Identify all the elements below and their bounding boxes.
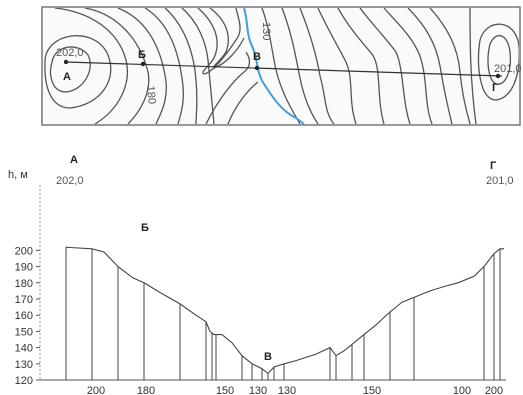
map-point-b-marker	[140, 61, 146, 67]
elevation-profile: h, м 200 190 180 170 160 150 140 130 120 200 180 1…	[8, 154, 514, 395]
profile-drop-lines	[65, 247, 501, 380]
contour-lines	[44, 8, 519, 124]
map-elev-g: 201,0	[494, 63, 522, 75]
map-label-v: В	[253, 51, 261, 63]
y-tick-label: 160	[15, 310, 33, 322]
map-point-a-marker	[63, 59, 69, 65]
map-point-v-marker	[254, 65, 260, 71]
x-tick-label: 200	[485, 385, 503, 395]
topographic-map: 180 130 202,0 А Б В 201,0 Г	[41, 6, 522, 126]
profile-label-a: А	[70, 154, 78, 166]
x-tick-label: 200	[87, 385, 105, 395]
x-tick-label: 150	[363, 385, 381, 395]
profile-label-b: Б	[141, 222, 149, 234]
x-tick-label: 130	[278, 385, 296, 395]
y-tick-label: 170	[15, 294, 33, 306]
contour-label-130: 130	[260, 22, 272, 40]
map-label-g: Г	[492, 82, 499, 94]
y-axis-label: h, м	[8, 169, 28, 181]
y-tick-label: 150	[15, 326, 33, 338]
x-tick-label: 180	[137, 385, 155, 395]
x-tick-label: 100	[453, 385, 471, 395]
y-tick-label: 120	[15, 375, 33, 387]
y-axis-ticks: 200 190 180 170 160 150 140 130 120	[15, 245, 40, 387]
profile-line	[65, 246, 504, 375]
profile-elev-a: 202,0	[56, 175, 84, 187]
y-tick-label: 130	[15, 359, 33, 371]
profile-label-g: Г	[490, 160, 497, 172]
map-point-g-marker	[495, 73, 501, 79]
x-tick-label: 150	[216, 385, 234, 395]
profile-elev-g: 201,0	[486, 175, 514, 187]
y-tick-label: 200	[15, 245, 33, 257]
y-tick-label: 140	[15, 343, 33, 355]
profile-label-v: В	[264, 351, 272, 363]
section-line	[65, 61, 503, 77]
map-label-b: Б	[138, 49, 146, 61]
y-tick-label: 190	[15, 262, 33, 274]
map-label-a: А	[63, 71, 71, 83]
map-elev-a: 202,0	[56, 47, 84, 59]
x-axis-ticks: 200 180 150 130 130 150 100 200	[87, 385, 503, 395]
contour-label-180: 180	[144, 85, 158, 104]
y-tick-label: 180	[15, 278, 33, 290]
x-tick-label: 130	[249, 385, 267, 395]
